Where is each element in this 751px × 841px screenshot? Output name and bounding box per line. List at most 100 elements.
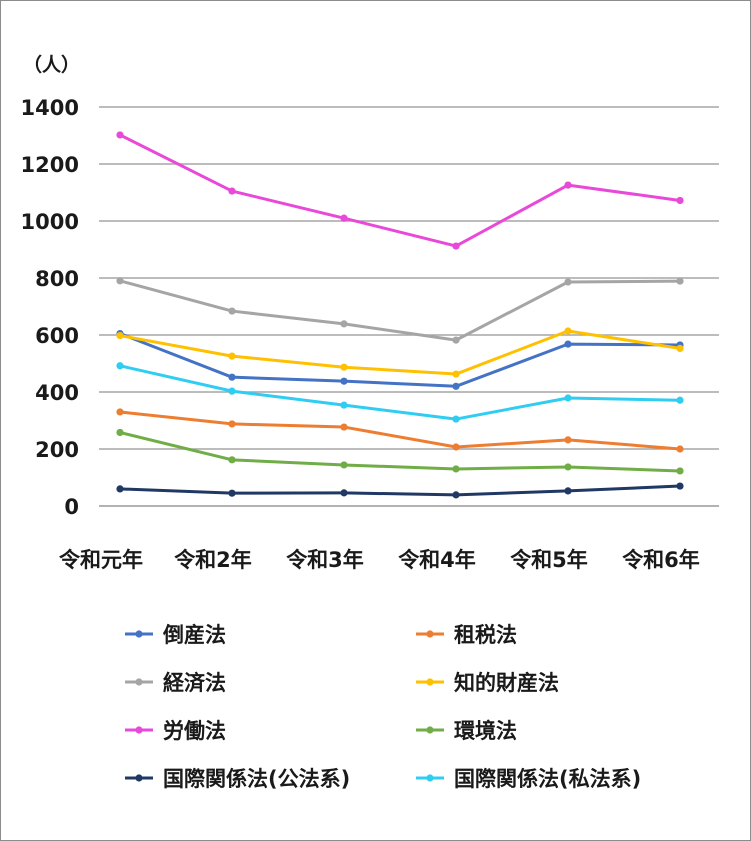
data-point (228, 373, 236, 381)
data-point (228, 420, 236, 428)
data-point (116, 408, 124, 416)
x-tick-label: 令和2年 (174, 548, 252, 572)
legend-item: 国際関係法(公法系) (125, 767, 350, 791)
series-6 (116, 428, 684, 475)
series-line (118, 279, 682, 342)
legend-swatch-marker (426, 630, 434, 638)
data-point (340, 423, 348, 431)
data-point (564, 327, 572, 335)
series-2 (116, 408, 684, 453)
legend-label: 租税法 (454, 623, 517, 647)
data-point (116, 277, 124, 285)
y-tick-label: 800 (35, 267, 79, 291)
series-line (118, 133, 682, 248)
data-point (676, 344, 684, 352)
data-point (676, 277, 684, 285)
series-line (118, 484, 682, 497)
data-point (340, 401, 348, 409)
data-point (340, 363, 348, 371)
y-unit-label: （人） (23, 53, 80, 76)
data-point (452, 415, 460, 423)
series-line (118, 430, 682, 473)
data-point (452, 382, 460, 390)
legend-item: 労働法 (125, 719, 226, 743)
data-point (228, 387, 236, 395)
series-4 (116, 327, 684, 378)
series-7 (116, 482, 684, 499)
y-tick-label: 600 (35, 324, 79, 348)
legend-item: 知的財産法 (416, 671, 559, 695)
legend-item: 国際関係法(私法系) (416, 767, 641, 791)
data-point (676, 196, 684, 205)
data-point (452, 370, 460, 378)
data-point (564, 463, 572, 471)
legend-label: 知的財産法 (454, 671, 559, 695)
legend-swatch-marker (135, 726, 143, 734)
legend-swatch-marker (426, 678, 434, 686)
y-tick-label: 400 (35, 381, 79, 405)
data-point (452, 336, 460, 344)
data-point (340, 489, 348, 497)
legend-item: 経済法 (125, 671, 226, 695)
gridlines (99, 106, 719, 507)
data-point (340, 377, 348, 385)
x-tick-label: 令和4年 (398, 548, 476, 572)
data-point (564, 340, 572, 348)
legend-swatch-marker (135, 678, 143, 686)
data-point (228, 352, 236, 360)
x-tick-label: 令和3年 (286, 548, 364, 572)
legend-label: 労働法 (163, 719, 226, 743)
legend-swatch-marker (426, 726, 434, 734)
data-point (452, 465, 460, 473)
series-line (118, 332, 682, 388)
x-tick-label: 令和元年 (59, 548, 143, 572)
x-axis-ticks: 令和元年 令和2年 令和3年 令和4年 令和5年 令和6年 (59, 548, 700, 572)
data-point (340, 214, 348, 222)
legend-swatch-marker (135, 774, 143, 782)
data-point (452, 491, 460, 499)
series-line (118, 364, 682, 421)
data-point (228, 307, 236, 315)
y-axis-ticks: 0 200 400 600 800 1000 1200 1400 (21, 96, 79, 519)
data-point (676, 482, 684, 490)
data-point (564, 394, 572, 402)
legend-label: 倒産法 (162, 623, 226, 647)
series-3 (116, 277, 684, 344)
data-point (340, 320, 348, 328)
legend-swatch-marker (426, 774, 434, 782)
data-point (452, 242, 460, 250)
data-point (564, 278, 572, 286)
data-point (228, 456, 236, 464)
data-point (676, 467, 684, 475)
series-5 (116, 131, 684, 250)
series-1 (116, 329, 684, 390)
data-point (676, 396, 684, 404)
data-point (676, 445, 684, 453)
legend-swatch-marker (135, 630, 143, 638)
data-point (116, 131, 124, 139)
y-tick-label: 0 (64, 495, 79, 519)
y-tick-label: 200 (35, 438, 79, 462)
data-point (340, 461, 348, 469)
y-tick-label: 1000 (21, 210, 79, 234)
data-point (116, 331, 124, 340)
legend-label: 環境法 (454, 719, 517, 743)
legend-item: 倒産法 (125, 623, 226, 647)
data-point (116, 485, 124, 493)
data-point (564, 487, 572, 495)
data-point (228, 489, 236, 497)
data-point (228, 187, 236, 195)
legend-item: 租税法 (416, 623, 517, 647)
y-tick-label: 1200 (21, 153, 79, 177)
data-point (116, 428, 124, 437)
x-tick-label: 令和5年 (510, 548, 588, 572)
series-lines (116, 131, 684, 499)
legend-label: 国際関係法(公法系) (163, 767, 350, 791)
series-8 (116, 362, 684, 423)
legend-item: 環境法 (416, 719, 517, 743)
series-line (118, 329, 682, 376)
legend-label: 経済法 (163, 671, 226, 695)
series-line (118, 410, 682, 451)
y-tick-label: 1400 (21, 96, 79, 120)
